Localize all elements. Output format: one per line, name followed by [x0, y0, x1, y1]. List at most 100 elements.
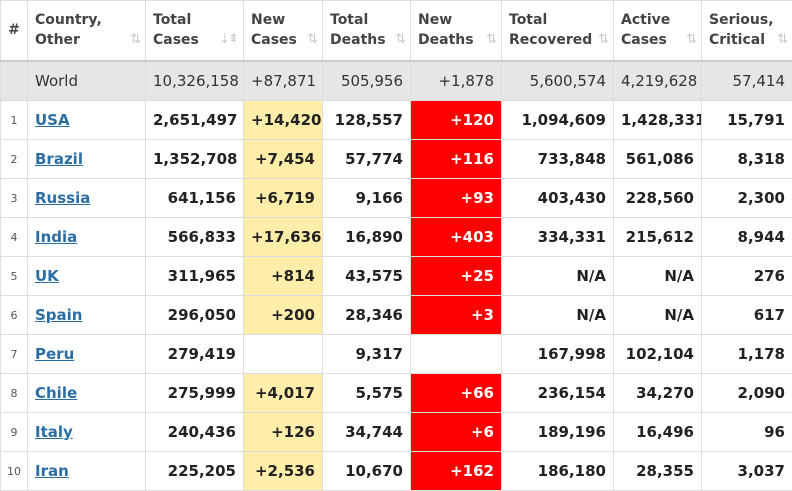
serious-critical-cell: 8,318 — [702, 140, 792, 179]
new-deaths-cell: +403 — [411, 218, 502, 257]
new-deaths-cell: +162 — [411, 452, 502, 491]
sort-icon[interactable]: ⇅ — [130, 30, 139, 50]
total-cases-cell: 275,999 — [146, 374, 244, 413]
country-cell: Brazil — [28, 140, 146, 179]
sort-icon[interactable]: ⇅ — [777, 30, 786, 50]
new-cases-cell: +14,420 — [244, 101, 323, 140]
sort-icon[interactable]: ⇅ — [598, 30, 607, 50]
new-deaths-cell: +25 — [411, 257, 502, 296]
country-link[interactable]: Brazil — [35, 150, 83, 168]
new-deaths-cell: +1,878 — [411, 61, 502, 101]
row-index: 4 — [1, 218, 28, 257]
header-label-line2: Recovered — [509, 30, 606, 50]
row-index: 5 — [1, 257, 28, 296]
row-index: 8 — [1, 374, 28, 413]
active-cases-cell: N/A — [614, 296, 702, 335]
sort-icon[interactable]: ⇅ — [307, 30, 316, 50]
country-link[interactable]: Spain — [35, 306, 82, 324]
row-index: 9 — [1, 413, 28, 452]
country-link[interactable]: Iran — [35, 462, 69, 480]
sort-icon[interactable]: ⇅ — [486, 30, 495, 50]
total-recovered-cell: 167,998 — [502, 335, 614, 374]
total-deaths-cell: 5,575 — [323, 374, 411, 413]
total-cases-cell: 296,050 — [146, 296, 244, 335]
header-label-line1: Total — [330, 10, 403, 30]
country-cell: USA — [28, 101, 146, 140]
new-deaths-cell: +93 — [411, 179, 502, 218]
new-cases-cell: +7,454 — [244, 140, 323, 179]
total-deaths-cell: 43,575 — [323, 257, 411, 296]
new-cases-cell: +6,719 — [244, 179, 323, 218]
sort-icon[interactable]: ⇅ — [395, 30, 404, 50]
serious-critical-cell: 617 — [702, 296, 792, 335]
new-cases-cell: +87,871 — [244, 61, 323, 101]
total-deaths-cell: 34,744 — [323, 413, 411, 452]
header-label-line2: Cases — [621, 30, 694, 50]
country-link[interactable]: USA — [35, 111, 70, 129]
row-index: 1 — [1, 101, 28, 140]
active-cases-cell: 4,219,628 — [614, 61, 702, 101]
country-cell: India — [28, 218, 146, 257]
serious-critical-cell: 96 — [702, 413, 792, 452]
country-link[interactable]: India — [35, 228, 77, 246]
total-cases-cell: 566,833 — [146, 218, 244, 257]
new-deaths-cell: +120 — [411, 101, 502, 140]
country-cell: World — [28, 61, 146, 101]
total-recovered-cell: 236,154 — [502, 374, 614, 413]
total-cases-cell: 641,156 — [146, 179, 244, 218]
total-recovered-cell: 186,180 — [502, 452, 614, 491]
country-cell: Iran — [28, 452, 146, 491]
header-label-line1: Country, — [35, 10, 138, 30]
country-header[interactable]: Country,Other⇅ — [28, 1, 146, 61]
total-deaths-cell: 9,166 — [323, 179, 411, 218]
new-deaths-cell: +66 — [411, 374, 502, 413]
serious-critical-cell: 3,037 — [702, 452, 792, 491]
total-deaths-cell: 57,774 — [323, 140, 411, 179]
total-cases-cell: 10,326,158 — [146, 61, 244, 101]
header-label-line2: Cases — [251, 30, 315, 50]
total-recovered-cell: 733,848 — [502, 140, 614, 179]
total-cases-cell: 1,352,708 — [146, 140, 244, 179]
header-label-line2: Deaths — [418, 30, 494, 50]
sort-icon[interactable]: ⇣⇞ — [219, 30, 237, 50]
header-label-line1: Active — [621, 10, 694, 30]
header-label-line2: Deaths — [330, 30, 403, 50]
new-cases-cell: +126 — [244, 413, 323, 452]
country-link[interactable]: UK — [35, 267, 59, 285]
country-link[interactable]: Russia — [35, 189, 90, 207]
new-cases-cell: +814 — [244, 257, 323, 296]
country-cell: Russia — [28, 179, 146, 218]
new-deaths-cell — [411, 335, 502, 374]
total-deaths-cell: 128,557 — [323, 101, 411, 140]
row-index: 10 — [1, 452, 28, 491]
new-cases-cell: +200 — [244, 296, 323, 335]
sort-icon[interactable]: ⇅ — [686, 30, 695, 50]
total-recovered-cell: 5,600,574 — [502, 61, 614, 101]
header-label-line1: Total — [509, 10, 606, 30]
country-link[interactable]: Italy — [35, 423, 73, 441]
header-label-line2: Other — [35, 30, 138, 50]
total-cases-cell: 240,436 — [146, 413, 244, 452]
header-label-line1: Total — [153, 10, 236, 30]
total-recovered-cell: 334,331 — [502, 218, 614, 257]
total-recovered-cell: 403,430 — [502, 179, 614, 218]
new-deaths-cell: +116 — [411, 140, 502, 179]
country-link[interactable]: Chile — [35, 384, 77, 402]
serious-critical-header[interactable]: Serious,Critical⇅ — [702, 1, 792, 61]
country-link[interactable]: Peru — [35, 345, 74, 363]
country-cell: Chile — [28, 374, 146, 413]
active-cases-cell: N/A — [614, 257, 702, 296]
